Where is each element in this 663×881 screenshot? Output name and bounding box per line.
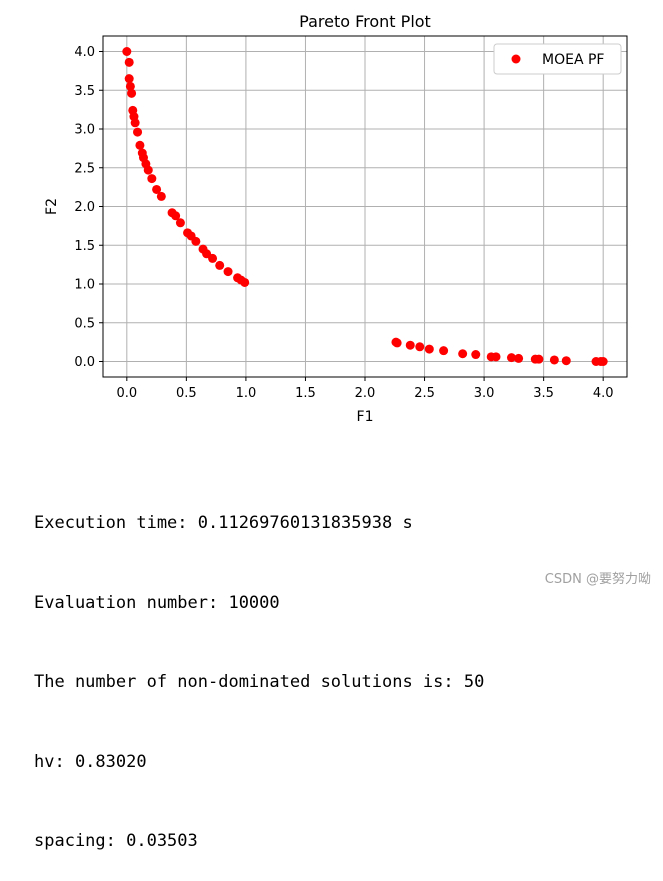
axis-ticks: 0.0 0.5 1.0 1.5 2.0 2.5 3.0 3.5 4.0 0.0 0.5 1.0 1.5 2… (74, 45, 613, 401)
data-point (506, 353, 516, 363)
console-line-evaluation-number: Evaluation number: 10000 (34, 592, 280, 613)
console-line-execution-time: Execution time: 0.11269760131835938 s (34, 513, 413, 533)
data-point (152, 184, 162, 194)
y-tick-label: 3.5 (74, 84, 95, 99)
console-line-non-dominated-count: The number of non-dominated solutions is… (34, 672, 485, 692)
x-tick-label: 1.0 (236, 386, 257, 401)
data-point (415, 342, 425, 352)
legend: MOEA PF (493, 43, 622, 75)
y-tick-label: 1.5 (74, 239, 95, 254)
console-output: Execution time: 0.11269760131835938 s Ev… (34, 457, 484, 881)
data-point (208, 253, 218, 263)
data-point (549, 355, 559, 365)
data-point (561, 356, 571, 366)
x-tick-label: 3.5 (533, 386, 554, 401)
x-axis-label: F1 (357, 409, 374, 425)
data-point (122, 47, 132, 56)
data-point (392, 338, 402, 348)
data-point (133, 127, 143, 137)
data-point (124, 57, 134, 67)
data-point (534, 354, 544, 364)
legend-marker (511, 54, 521, 64)
data-point (125, 81, 135, 91)
data-point (458, 349, 468, 359)
data-point (598, 357, 608, 366)
data-point (424, 344, 434, 354)
x-tick-label: 3.0 (474, 386, 495, 401)
data-point (405, 340, 415, 350)
data-points (122, 47, 608, 366)
x-tick-label: 0.0 (116, 386, 137, 401)
console-line-hv: hv: 0.83020 (34, 751, 147, 772)
y-tick-label: 0.5 (74, 316, 95, 331)
data-point (147, 174, 157, 184)
data-point (191, 236, 201, 246)
chart-title: Pareto Front Plot (299, 12, 431, 31)
x-tick-label: 2.0 (355, 386, 376, 401)
data-point (491, 352, 501, 362)
watermark: CSDN @要努力呦 (544, 572, 651, 587)
data-point (240, 277, 250, 287)
y-tick-label: 0.0 (74, 355, 95, 370)
data-point (127, 88, 137, 98)
data-point (130, 118, 140, 128)
data-point (124, 74, 134, 84)
y-tick-label: 3.0 (74, 123, 95, 138)
x-tick-label: 2.5 (414, 386, 435, 401)
x-tick-label: 1.5 (295, 386, 316, 401)
data-point (471, 350, 481, 360)
data-point (171, 211, 181, 221)
x-tick-label: 0.5 (176, 386, 197, 401)
y-tick-label: 4.0 (74, 45, 95, 60)
console-line-spacing: spacing: 0.03503 (34, 831, 198, 851)
data-point (143, 165, 153, 175)
y-tick-label: 2.5 (74, 161, 95, 176)
data-point (215, 260, 225, 270)
y-axis-label: F2 (44, 198, 60, 215)
legend-box (493, 43, 622, 75)
data-point (439, 346, 449, 356)
data-point (175, 218, 185, 228)
data-point (135, 140, 145, 150)
data-point (514, 353, 524, 363)
legend-label: MOEA PF (542, 52, 604, 68)
data-point (223, 267, 233, 277)
y-tick-label: 2.0 (74, 200, 95, 215)
pareto-front-chart: 0.0 0.5 1.0 1.5 2.0 2.5 3.0 3.5 4.0 0.0 0.5 1.0 1.5 2… (44, 12, 628, 425)
data-point (156, 191, 166, 201)
x-tick-label: 4.0 (593, 386, 614, 401)
grid (103, 36, 627, 377)
y-tick-label: 1.0 (74, 278, 95, 293)
